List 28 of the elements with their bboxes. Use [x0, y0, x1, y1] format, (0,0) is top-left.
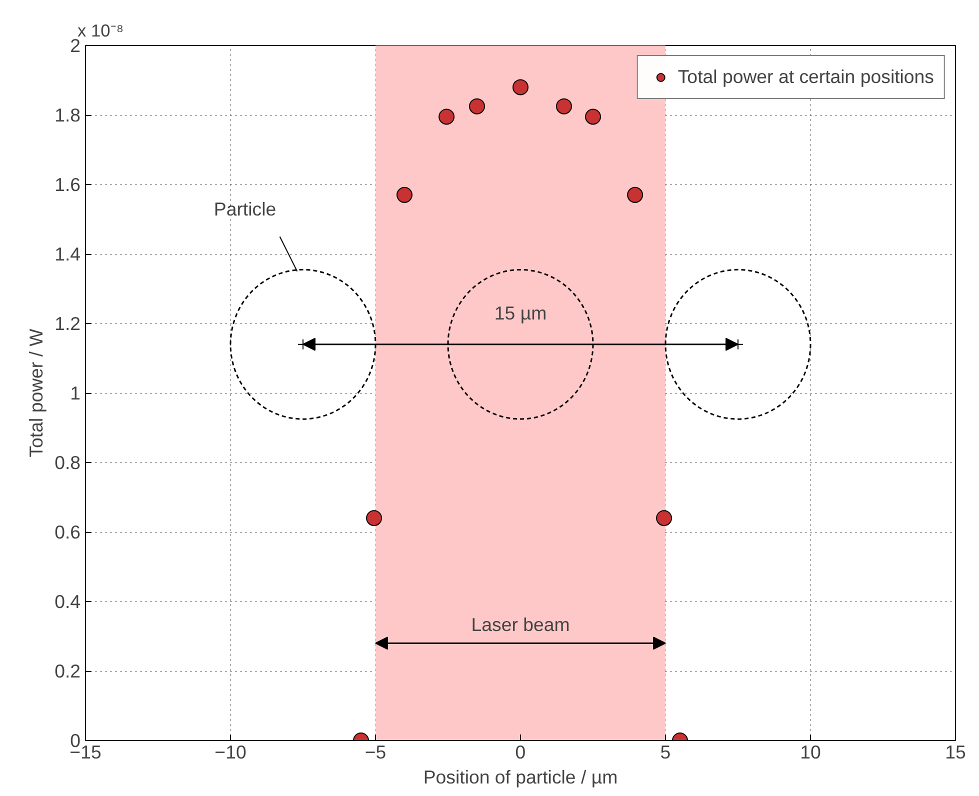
point [396, 186, 412, 203]
x-tick-label: −5 [364, 742, 386, 762]
y-tick-label: 0.8 [54, 452, 81, 473]
x-tick-label: −10 [214, 742, 246, 762]
point [556, 98, 572, 114]
point [469, 98, 485, 114]
band-label: Laser beam [471, 614, 570, 636]
point [512, 79, 528, 96]
y-tick-label: 0.4 [54, 591, 81, 612]
y-tick-label: 1.8 [54, 104, 81, 126]
x-tick-label: 5 [660, 742, 671, 762]
y-axis-title: Total power / W [26, 328, 47, 458]
y-tick-label: 1 [70, 382, 81, 404]
point [627, 186, 644, 203]
y-tick-label: 1.2 [54, 313, 81, 334]
annotation: Particle [214, 198, 276, 220]
x-axis-title: Position of particle / µm [423, 766, 618, 788]
y-tick-label: 0.2 [54, 660, 81, 682]
annotation: 15 µm [494, 302, 547, 324]
x-tick-label: 0 [515, 742, 526, 762]
x-tick-label: 10 [800, 742, 821, 762]
point [585, 108, 601, 125]
legend-label: Total power at certain positions [678, 66, 934, 88]
y-tick-label: 1.6 [54, 174, 81, 195]
y-tick-label: 0.6 [54, 522, 81, 542]
y-tick-label: 1.4 [54, 244, 81, 264]
point [438, 108, 455, 125]
x-tick-label: 15 [945, 742, 966, 762]
